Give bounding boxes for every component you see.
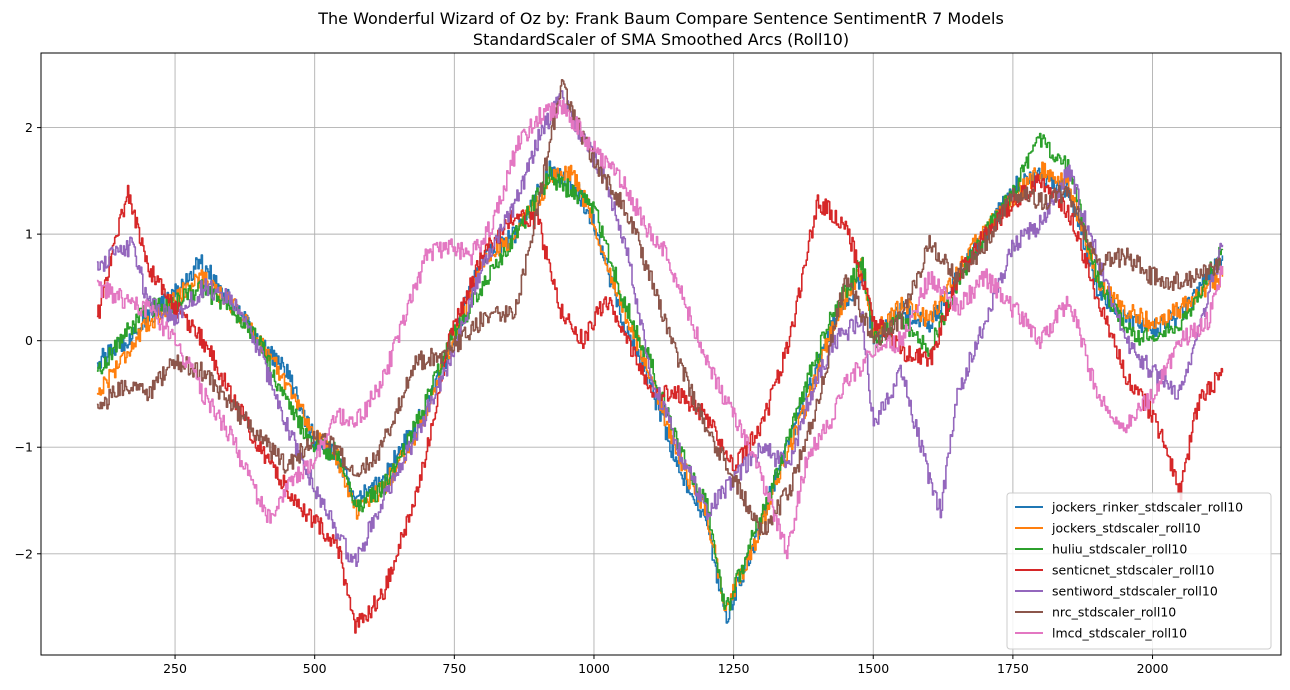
y-tick-label: 0	[25, 333, 33, 348]
legend-box	[1006, 492, 1272, 650]
x-tick-label: 2000	[1137, 661, 1169, 676]
series-group	[96, 79, 1224, 634]
x-tick-label: 500	[303, 661, 327, 676]
y-tick-label: 1	[25, 227, 33, 242]
chart-title: The Wonderful Wizard of Oz by: Frank Bau…	[317, 9, 1004, 28]
legend-label: senticnet_stdscaler_roll10	[1052, 563, 1214, 578]
series-line-sentiword_stdscaler_roll10	[96, 90, 1224, 567]
series-line-lmcd_stdscaler_roll10	[96, 99, 1224, 560]
x-tick-label: 1250	[718, 661, 750, 676]
series-line-jockers_stdscaler_roll10	[96, 161, 1224, 612]
plot-frame	[40, 52, 1282, 656]
x-tick-label: 1500	[857, 661, 889, 676]
x-axis: 250 500 750 1000 1250 1500 1750 2000	[163, 655, 1168, 676]
x-tick-label: 1750	[997, 661, 1029, 676]
y-tick-label: −1	[15, 440, 33, 455]
y-tick-label: −2	[15, 546, 33, 561]
legend-label: sentiword_stdscaler_roll10	[1052, 584, 1218, 599]
y-tick-label: 2	[25, 120, 33, 135]
legend-label: jockers_stdscaler_roll10	[1051, 521, 1201, 536]
chart-subtitle: StandardScaler of SMA Smoothed Arcs (Rol…	[473, 30, 849, 49]
legend-label: jockers_rinker_stdscaler_roll10	[1051, 500, 1243, 515]
x-tick-label: 250	[163, 661, 187, 676]
series-line-nrc_stdscaler_roll10	[96, 79, 1224, 536]
legend-label: lmcd_stdscaler_roll10	[1052, 626, 1187, 641]
legend: jockers_rinker_stdscaler_roll10 jockers_s…	[1006, 492, 1272, 650]
legend-label: nrc_stdscaler_roll10	[1052, 605, 1176, 620]
x-tick-label: 1000	[578, 661, 610, 676]
y-axis: 2 1 0 −1 −2	[15, 120, 41, 561]
x-tick-label: 750	[442, 661, 466, 676]
legend-label: huliu_stdscaler_roll10	[1052, 542, 1187, 557]
